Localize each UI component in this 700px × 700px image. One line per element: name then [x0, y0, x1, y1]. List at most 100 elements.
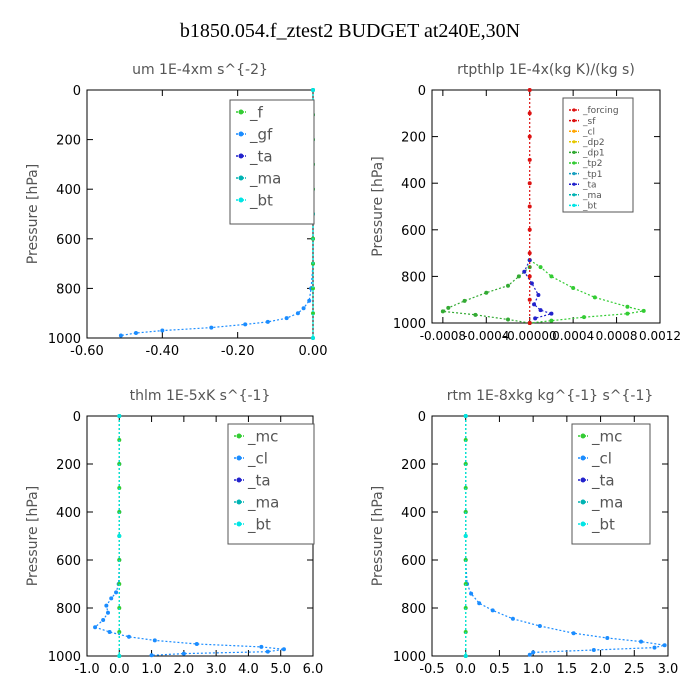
legend-label: _bt — [247, 515, 271, 534]
y-tick-label: 1000 — [48, 332, 81, 347]
legend-label: _mc — [591, 427, 622, 446]
legend-label: _cl — [582, 127, 595, 137]
y-tick-label: 800 — [401, 602, 426, 617]
data-point — [93, 625, 98, 630]
y-tick-label: 200 — [56, 134, 81, 149]
legend-marker — [572, 161, 576, 165]
data-point — [463, 414, 468, 418]
legend-marker — [572, 129, 576, 133]
x-tick-label: 2.5 — [624, 662, 645, 677]
y-axis-label: Pressure [hPa] — [370, 486, 386, 586]
legend-marker — [238, 153, 244, 159]
data-point — [571, 286, 576, 291]
legend-label: _cl — [591, 449, 612, 468]
y-tick-label: 1000 — [393, 317, 426, 332]
legend-marker — [236, 499, 242, 505]
x-tick-label: 2.0 — [590, 662, 611, 677]
legend-marker — [238, 175, 244, 181]
y-tick-label: 400 — [56, 183, 81, 198]
x-tick-label: 1.5 — [557, 662, 578, 677]
data-point — [160, 328, 165, 333]
data-point — [301, 306, 306, 311]
data-point — [105, 610, 110, 615]
data-point — [538, 265, 543, 270]
plot-frame — [431, 415, 669, 657]
legend-label: _tp2 — [582, 159, 602, 169]
y-tick-label: 200 — [56, 458, 81, 473]
y-tick-label: 600 — [56, 233, 81, 248]
x-tick-label: 3.0 — [206, 662, 227, 677]
chart-title: rtpthlp 1E-4x(kg K)/(kg s) — [457, 62, 635, 78]
data-point — [571, 631, 576, 636]
x-tick-label: 6.0 — [303, 662, 324, 677]
legend-label: _dp2 — [582, 138, 605, 148]
chart-title: thlm 1E-5xK s^{-1} — [130, 388, 271, 404]
legend-marker — [572, 140, 576, 144]
data-point — [149, 653, 154, 658]
legend-marker — [238, 109, 244, 115]
data-point — [639, 639, 644, 644]
data-point — [506, 317, 510, 322]
data-point — [118, 333, 123, 338]
data-point — [311, 311, 315, 316]
data-point — [469, 591, 474, 596]
data-point — [605, 636, 610, 640]
legend-label: _ta — [249, 147, 273, 166]
legend-marker — [572, 119, 576, 123]
legend-label: _ma — [591, 493, 623, 512]
legend-marker — [572, 203, 576, 207]
legend-label: _ta — [582, 180, 597, 190]
legend-marker — [580, 521, 586, 527]
x-tick-label: -0.40 — [146, 344, 180, 359]
y-tick-label: 600 — [401, 554, 426, 569]
legend-marker — [572, 108, 576, 112]
y-axis-label: Pressure [hPa] — [25, 486, 41, 586]
y-tick-label: 400 — [401, 506, 426, 521]
legend-marker — [580, 477, 586, 483]
legend-marker — [236, 477, 242, 483]
data-point — [527, 134, 532, 139]
data-point — [101, 618, 106, 622]
data-point — [281, 647, 286, 652]
data-point — [311, 336, 315, 340]
legend-marker — [580, 455, 586, 461]
data-point — [265, 649, 270, 654]
data-point — [477, 601, 482, 606]
chart-title: um 1E-4xm s^{-2} — [132, 62, 268, 78]
legend-marker — [236, 455, 242, 461]
legend-box — [562, 97, 634, 213]
data-point — [536, 293, 541, 298]
x-tick-label: 2.0 — [174, 662, 195, 677]
data-point — [549, 274, 554, 279]
data-point — [181, 651, 186, 656]
y-tick-label: 800 — [56, 602, 81, 617]
legend-marker — [238, 197, 244, 203]
x-tick-label: 3.0 — [658, 662, 679, 677]
legend-label: _sf — [582, 117, 596, 127]
y-tick-label: 0 — [73, 84, 81, 99]
data-point — [295, 311, 300, 316]
legend-label: _mc — [247, 427, 278, 446]
data-point — [641, 308, 646, 313]
x-tick-label: -0.60 — [70, 344, 104, 359]
y-axis-label: Pressure [hPa] — [370, 156, 386, 256]
x-tick-label: -0.0004 — [463, 329, 509, 343]
y-tick-label: 200 — [401, 458, 426, 473]
x-tick-label: 1.0 — [523, 662, 544, 677]
data-point — [582, 315, 586, 320]
y-tick-label: 0 — [73, 410, 81, 425]
data-point — [522, 269, 527, 274]
data-point — [549, 318, 554, 323]
data-point — [104, 603, 109, 608]
x-tick-label: 0.0012 — [639, 329, 681, 343]
legend-label: _bt — [249, 191, 273, 210]
legend-label: _bt — [591, 515, 615, 534]
data-point — [117, 414, 122, 418]
x-tick-label: 0.0008 — [596, 329, 638, 343]
data-point — [114, 590, 119, 595]
data-point — [152, 638, 157, 643]
data-point — [243, 322, 248, 327]
data-point — [532, 302, 537, 307]
